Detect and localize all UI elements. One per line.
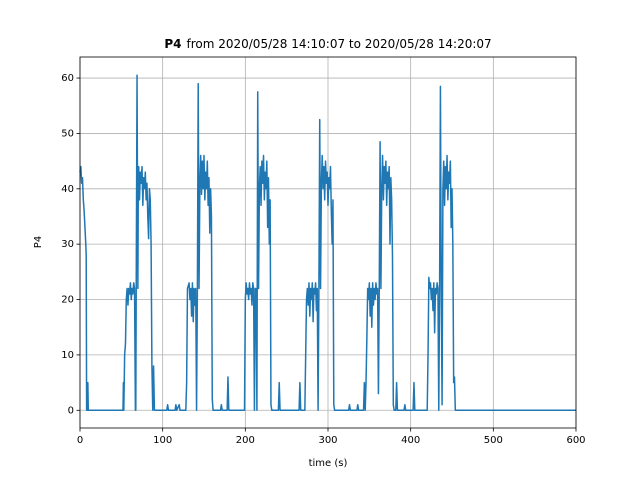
data-line <box>79 74 576 412</box>
plot-frame <box>79 56 577 429</box>
y-axis-label: P4 <box>33 236 44 248</box>
x-axis-label: time (s) <box>309 458 348 469</box>
title-bold: P4 <box>164 37 181 51</box>
y-tick-label: 0 <box>68 405 74 416</box>
y-tick-label: 40 <box>61 184 74 195</box>
x-tick-label: 100 <box>153 435 172 446</box>
y-tick-label: 60 <box>61 73 74 84</box>
x-tick-label: 500 <box>484 435 503 446</box>
y-tick-label: 20 <box>61 295 74 306</box>
x-tick-label: 200 <box>236 435 255 446</box>
y-tick-label: 50 <box>61 128 74 139</box>
y-tick-label: 30 <box>61 239 74 250</box>
chart-title: P4 from 2020/05/28 14:10:07 to 2020/05/28… <box>164 37 491 51</box>
y-tick-label: 10 <box>61 350 74 361</box>
x-tick-label: 600 <box>566 435 585 446</box>
title-rest: from 2020/05/28 14:10:07 to 2020/05/28 1… <box>186 37 491 51</box>
x-tick-label: 400 <box>401 435 420 446</box>
x-tick-label: 0 <box>77 435 83 446</box>
x-tick-label: 300 <box>318 435 337 446</box>
